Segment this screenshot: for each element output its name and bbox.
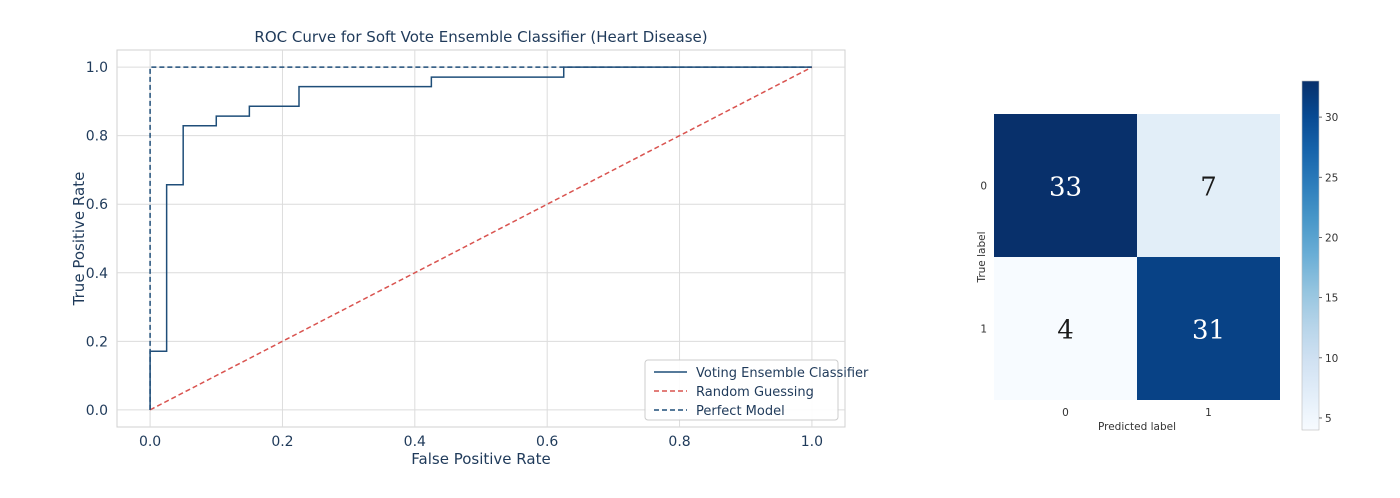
roc-y-tick-label: 0.0 <box>86 403 108 419</box>
roc-chart: 0.0 0.2 0.4 0.6 0.8 1.0 0.0 0.2 0.4 0.6 0.8 1.0 RO… <box>70 28 869 468</box>
roc-y-tick-label: 0.2 <box>86 334 108 350</box>
roc-x-ticks: 0.0 0.2 0.4 0.6 0.8 1.0 <box>139 434 823 450</box>
cm-colorbar-tick-label: 5 <box>1325 413 1332 425</box>
cm-colorbar-tick-label: 10 <box>1325 353 1338 365</box>
cm-y-ticks: 01 <box>980 181 987 336</box>
cm-y-tick-label: 1 <box>980 324 987 336</box>
roc-x-tick-label: 0.4 <box>404 434 426 450</box>
roc-legend: Voting Ensemble Classifier Random Guessin… <box>644 359 869 421</box>
cm-colorbar-tick-label: 30 <box>1325 112 1338 124</box>
cm-cell-value: 7 <box>1200 173 1217 203</box>
cm-cell <box>994 114 1137 257</box>
roc-legend-label: Voting Ensemble Classifier <box>696 366 869 381</box>
cm-colorbar: 5 10 15 20 25 30 <box>1301 80 1338 431</box>
cm-cell <box>1137 257 1280 400</box>
roc-legend-label: Random Guessing <box>696 385 814 400</box>
roc-y-tick-label: 1.0 <box>86 60 108 76</box>
roc-series-layer <box>149 66 813 411</box>
roc-x-tick-label: 0.0 <box>139 434 161 450</box>
roc-x-axis-label: False Positive Rate <box>411 450 550 468</box>
cm-cells: 33 7 4 31 <box>994 114 1280 400</box>
cm-y-axis-label: True label <box>976 231 988 283</box>
cm-colorbar-tick-label: 20 <box>1325 232 1338 244</box>
cm-cell-value: 33 <box>1049 173 1082 203</box>
roc-series-line-3 <box>149 66 812 410</box>
cm-colorbar-tick-label: 25 <box>1325 172 1338 184</box>
cm-y-tick-label: 0 <box>980 181 987 193</box>
roc-x-tick-label: 0.2 <box>271 434 293 450</box>
cm-cell-value: 31 <box>1192 316 1225 346</box>
roc-legend-label: Perfect Model <box>696 404 785 419</box>
roc-series-line-1 <box>149 66 812 410</box>
cm-cell-value: 4 <box>1057 316 1074 346</box>
roc-y-tick-label: 0.8 <box>86 129 108 145</box>
roc-title: ROC Curve for Soft Vote Ensemble Classif… <box>254 28 707 46</box>
roc-legend-box <box>644 359 839 421</box>
cm-colorbar-tick-label: 15 <box>1325 293 1338 305</box>
roc-x-tick-label: 1.0 <box>801 434 823 450</box>
cm-cell <box>994 257 1137 400</box>
roc-x-tick-label: 0.8 <box>668 434 690 450</box>
cm-colorbar-gradient <box>1301 80 1320 431</box>
roc-y-axis-label: True Positive Rate <box>70 172 88 307</box>
roc-y-tick-label: 0.4 <box>86 266 108 282</box>
cm-x-tick-label: 1 <box>1205 407 1212 419</box>
roc-series-line-2 <box>149 66 813 411</box>
cm-cell <box>1137 114 1280 257</box>
roc-x-tick-label: 0.6 <box>536 434 558 450</box>
cm-x-tick-label: 0 <box>1062 407 1069 419</box>
cm-x-axis-label: Predicted label <box>1098 421 1176 433</box>
roc-y-tick-label: 0.6 <box>86 197 108 213</box>
roc-y-ticks: 0.0 0.2 0.4 0.6 0.8 1.0 <box>86 60 108 419</box>
